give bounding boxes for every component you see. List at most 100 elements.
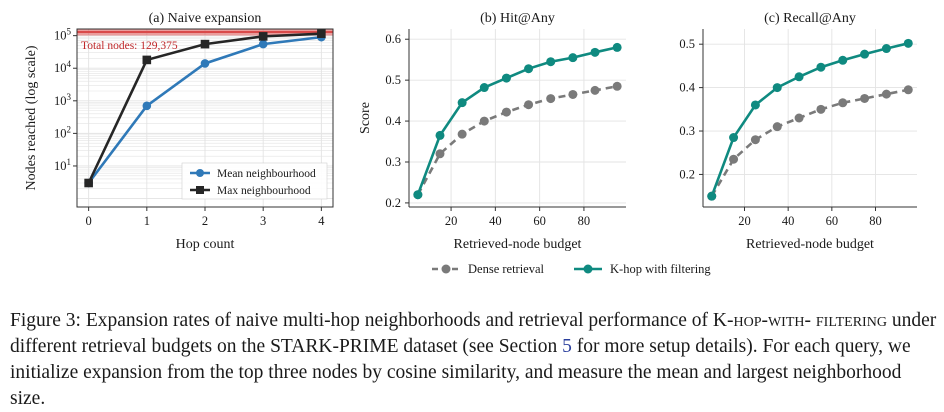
x-tick-label: 4: [318, 214, 325, 228]
data-point: [479, 116, 489, 126]
data-point: [816, 62, 826, 72]
x-tick-label: 20: [738, 214, 751, 228]
x-tick-label: 20: [445, 214, 458, 228]
legend-box: [181, 162, 328, 200]
caption-section-link[interactable]: 5: [562, 336, 572, 357]
y-tick-label: 0.2: [679, 167, 695, 181]
data-point: [838, 55, 848, 65]
caption-text-2: under different retrieval budgets on the…: [10, 310, 937, 357]
data-point: [612, 42, 622, 52]
series-line: [416, 46, 618, 196]
data-point: [258, 32, 268, 41]
panel-c-xlabel: Retrieved-node budget: [746, 237, 874, 252]
data-point: [568, 89, 578, 99]
x-tick-label: 80: [869, 214, 882, 228]
series-line: [416, 85, 618, 196]
data-point: [524, 100, 534, 110]
panel-b-title: (b) Hit@Any: [480, 11, 555, 26]
legend-marker: [196, 186, 204, 194]
y-tick-label: 103: [54, 92, 72, 108]
panel-c-title: (c) Recall@Any: [764, 11, 856, 26]
data-point: [707, 191, 717, 201]
data-point: [435, 130, 445, 140]
x-tick-label: 60: [533, 214, 546, 228]
data-point: [200, 59, 210, 68]
y-tick-label: 0.6: [385, 32, 401, 46]
panel-b-xlabel: Retrieved-node budget: [454, 237, 582, 252]
caption-method-name-2: filtering: [815, 310, 887, 331]
caption-text-1: Expansion rates of naive multi-hop neigh…: [80, 310, 734, 331]
data-point: [457, 129, 467, 139]
data-point: [881, 89, 891, 99]
data-point: [750, 100, 760, 110]
data-point: [142, 101, 152, 111]
panel-c: 20 40 60 80 0.2 0.3 0.4 0.5 (c) Recall@Any Retrie…: [679, 11, 917, 252]
data-point: [903, 85, 913, 95]
data-point: [772, 122, 782, 132]
panel-b: 20 40 60 80 0.2 0.3 0.4 0.5 0.6 (b) Hit@Any Retrie…: [358, 11, 626, 252]
legend-label-khop: K-hop with filtering: [610, 262, 711, 276]
data-point: [729, 133, 739, 143]
data-point: [794, 113, 804, 123]
data-point: [729, 154, 739, 164]
data-point: [794, 72, 804, 82]
y-tick-label: 0.5: [385, 73, 401, 87]
caption-text-3: for more setup details). For each query,…: [10, 336, 911, 409]
data-point: [501, 107, 511, 117]
x-tick-label: 1: [144, 214, 150, 228]
panel-a-ylabel: Nodes reached (log scale): [24, 45, 39, 190]
y-tick-label: 0.3: [385, 155, 401, 169]
legend-label-dense: Dense retrieval: [468, 262, 545, 276]
legend-marker: [583, 264, 593, 274]
data-point: [501, 73, 511, 83]
legend-marker: [441, 264, 451, 274]
y-tick-label: 0.3: [679, 124, 695, 138]
panel-a-xlabel: Hop count: [176, 237, 235, 252]
caption-label: Figure 3:: [10, 310, 81, 331]
series-line: [710, 88, 909, 197]
data-point: [590, 85, 600, 95]
data-point: [413, 190, 423, 200]
panel-a-title: (a) Naive expansion: [149, 11, 262, 26]
y-tick-label: 0.4: [679, 81, 695, 95]
x-tick-label: 40: [489, 214, 502, 228]
caption-method-name-1: hop-with-: [733, 310, 812, 331]
data-point: [84, 178, 93, 188]
data-point: [881, 44, 891, 54]
data-point: [860, 49, 870, 59]
data-point: [612, 81, 622, 91]
y-tick-label: 0.2: [385, 196, 401, 210]
data-point: [200, 39, 210, 49]
data-point: [457, 98, 467, 108]
data-point: [435, 149, 445, 159]
data-point: [590, 47, 600, 57]
data-point: [546, 57, 556, 67]
figure-caption: Figure 3: Expansion rates of naive multi…: [10, 308, 938, 412]
x-tick-label: 40: [782, 214, 795, 228]
data-point: [903, 38, 913, 48]
shared-legend: Dense retrieval K-hop with filtering: [432, 262, 711, 276]
data-point: [772, 83, 782, 93]
panel-b-ylabel: Score: [358, 102, 373, 134]
y-tick-label: 101: [54, 157, 71, 173]
series-line: [710, 42, 909, 197]
y-tick-label: 0.5: [679, 37, 695, 51]
legend-label: Max neighbourhood: [217, 185, 311, 197]
y-tick-label: 105: [54, 27, 72, 43]
y-tick-label: 102: [54, 124, 71, 140]
figure-canvas: Total nodes: 129,375 0 1 2 3 4 101 102 103 104 105…: [24, 11, 917, 276]
x-tick-label: 2: [202, 214, 208, 228]
figure: Total nodes: 129,375 0 1 2 3 4 101 102 103 104 105…: [24, 11, 917, 276]
data-point: [546, 94, 556, 104]
x-tick-label: 60: [826, 214, 839, 228]
y-tick-label: 104: [54, 59, 72, 75]
data-point: [524, 64, 534, 74]
data-point: [838, 98, 848, 108]
total-nodes-label: Total nodes: 129,375: [81, 40, 178, 52]
data-point: [142, 55, 152, 65]
data-point: [258, 39, 268, 49]
data-point: [750, 135, 760, 145]
data-point: [816, 104, 826, 114]
y-tick-label: 0.4: [385, 114, 401, 128]
x-tick-label: 3: [260, 214, 266, 228]
